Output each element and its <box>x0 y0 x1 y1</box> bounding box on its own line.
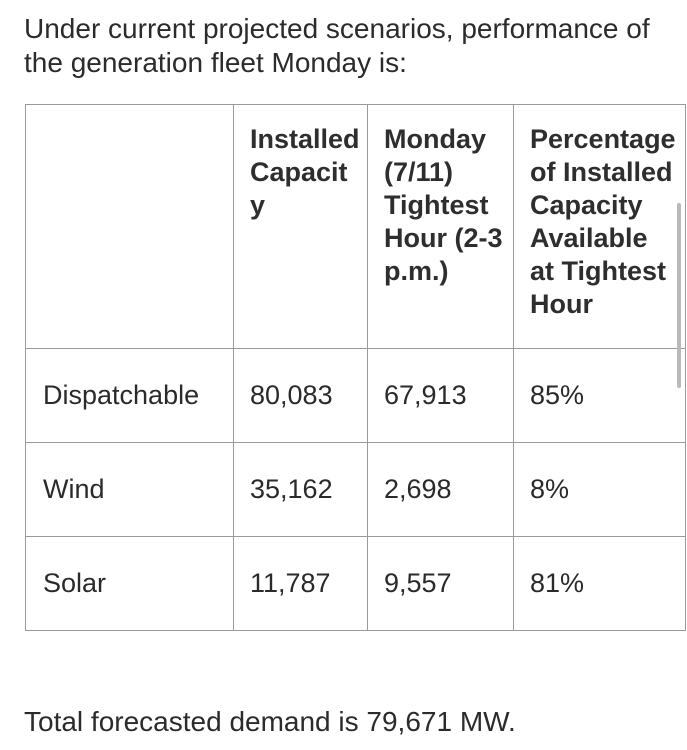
header-cell-blank <box>25 104 234 349</box>
cell-percentage-available: 81% <box>513 536 686 631</box>
row-label-dispatchable: Dispatchable <box>25 348 234 443</box>
row-label-solar: Solar <box>25 536 234 631</box>
cell-percentage-available: 8% <box>513 442 686 537</box>
table-header-row: Installed Capacity Monday (7/11) Tightes… <box>25 104 686 349</box>
cell-percentage-available: 85% <box>513 348 686 443</box>
header-percentage-label: Percentage of Installed Capacity Availab… <box>530 124 676 319</box>
header-monday-label: Monday (7/11) Tightest Hour (2-3 p.m.) <box>384 124 503 286</box>
cell-monday-tightest-hour: 9,557 <box>367 536 514 631</box>
header-installed-capacity: Installed Capacity <box>233 104 368 349</box>
cell-monday-tightest-hour: 67,913 <box>367 348 514 443</box>
cell-installed-capacity: 35,162 <box>233 442 368 537</box>
cell-installed-capacity: 11,787 <box>233 536 368 631</box>
table-row: Wind 35,162 2,698 8% <box>25 442 686 537</box>
intro-text: Under current projected scenarios, perfo… <box>24 13 650 78</box>
table-row: Solar 11,787 9,557 81% <box>25 536 686 631</box>
footer-text: Total forecasted demand is 79,671 MW. <box>24 706 516 737</box>
generation-fleet-table: Installed Capacity Monday (7/11) Tightes… <box>25 104 686 631</box>
header-installed-capacity-label: Installed Capacity <box>250 124 360 220</box>
header-percentage-available: Percentage of Installed Capacity Availab… <box>513 104 686 349</box>
row-label-wind: Wind <box>25 442 234 537</box>
header-monday-tightest-hour: Monday (7/11) Tightest Hour (2-3 p.m.) <box>367 104 514 349</box>
table-row: Dispatchable 80,083 67,913 85% <box>25 348 686 443</box>
cell-monday-tightest-hour: 2,698 <box>367 442 514 537</box>
cell-installed-capacity: 80,083 <box>233 348 368 443</box>
generation-fleet-table-container: Installed Capacity Monday (7/11) Tightes… <box>25 104 686 631</box>
horizontal-scrollbar-indicator[interactable] <box>677 203 681 388</box>
